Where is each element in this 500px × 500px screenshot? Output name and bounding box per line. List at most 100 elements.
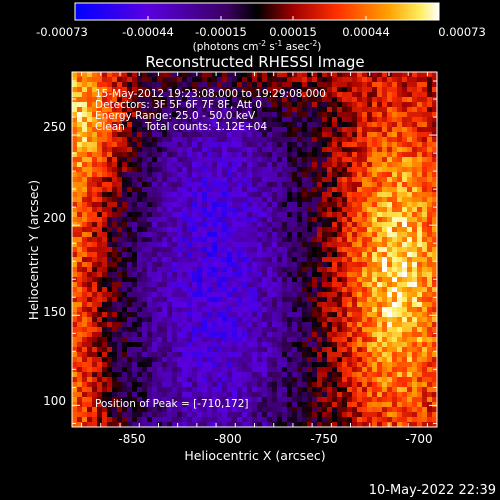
heatmap-cell bbox=[102, 72, 108, 78]
heatmap-cell bbox=[152, 387, 158, 393]
heatmap-cell bbox=[262, 257, 268, 263]
heatmap-cell bbox=[222, 352, 228, 358]
heatmap-cell bbox=[357, 157, 363, 163]
heatmap-cell bbox=[137, 317, 143, 323]
heatmap-cell bbox=[332, 97, 338, 103]
heatmap-cell bbox=[367, 322, 373, 328]
heatmap-cell bbox=[142, 222, 148, 228]
heatmap-cell bbox=[77, 142, 83, 148]
heatmap-cell bbox=[107, 252, 113, 258]
heatmap-cell bbox=[387, 167, 393, 173]
heatmap-cell bbox=[207, 332, 213, 338]
heatmap-cell bbox=[362, 142, 368, 148]
heatmap-cell bbox=[247, 132, 253, 138]
heatmap-cell bbox=[357, 187, 363, 193]
heatmap-cell bbox=[317, 402, 323, 408]
heatmap-cell bbox=[367, 197, 373, 203]
heatmap-cell bbox=[292, 402, 298, 408]
heatmap-cell bbox=[107, 92, 113, 98]
heatmap-cell bbox=[322, 112, 328, 118]
heatmap-cell bbox=[72, 332, 78, 338]
heatmap-cell bbox=[297, 237, 303, 243]
heatmap-cell bbox=[352, 317, 358, 323]
heatmap-cell bbox=[242, 192, 248, 198]
heatmap-cell bbox=[122, 127, 128, 133]
heatmap-cell bbox=[122, 297, 128, 303]
heatmap-cell bbox=[202, 187, 208, 193]
heatmap-cell bbox=[317, 172, 323, 178]
heatmap-cell bbox=[152, 247, 158, 253]
heatmap-cell bbox=[282, 352, 288, 358]
heatmap-cell bbox=[257, 337, 263, 343]
heatmap-cell bbox=[322, 387, 328, 393]
heatmap-cell bbox=[307, 292, 313, 298]
heatmap-cell bbox=[137, 372, 143, 378]
heatmap-cell bbox=[117, 137, 123, 143]
heatmap-cell bbox=[97, 107, 103, 113]
heatmap-cell bbox=[317, 237, 323, 243]
heatmap-cell bbox=[137, 117, 143, 123]
heatmap-cell bbox=[327, 247, 333, 253]
heatmap-cell bbox=[252, 212, 258, 218]
heatmap-cell bbox=[177, 237, 183, 243]
heatmap-cell bbox=[147, 172, 153, 178]
heatmap-cell bbox=[347, 122, 353, 128]
heatmap-cell bbox=[372, 127, 378, 133]
heatmap-cell bbox=[242, 222, 248, 228]
heatmap-cell bbox=[102, 267, 108, 273]
heatmap-cell bbox=[167, 342, 173, 348]
heatmap-cell bbox=[422, 207, 428, 213]
heatmap-cell bbox=[172, 277, 178, 283]
heatmap-cell bbox=[212, 162, 218, 168]
heatmap-cell bbox=[407, 397, 413, 403]
heatmap-cell bbox=[157, 197, 163, 203]
heatmap-cell bbox=[197, 362, 203, 368]
heatmap-cell bbox=[182, 307, 188, 313]
heatmap-cell bbox=[317, 362, 323, 368]
heatmap-cell bbox=[142, 372, 148, 378]
heatmap-cell bbox=[107, 277, 113, 283]
heatmap-cell bbox=[272, 137, 278, 143]
heatmap-cell bbox=[322, 282, 328, 288]
heatmap-cell bbox=[122, 212, 128, 218]
heatmap-cell bbox=[147, 317, 153, 323]
heatmap-cell bbox=[77, 147, 83, 153]
heatmap-cell bbox=[212, 187, 218, 193]
heatmap-cell bbox=[167, 177, 173, 183]
heatmap-cell bbox=[162, 287, 168, 293]
heatmap-cell bbox=[277, 292, 283, 298]
heatmap-cell bbox=[367, 217, 373, 223]
heatmap-cell bbox=[187, 337, 193, 343]
heatmap-cell bbox=[227, 202, 233, 208]
heatmap-cell bbox=[402, 152, 408, 158]
heatmap-cell bbox=[432, 102, 437, 108]
heatmap-cell bbox=[272, 102, 278, 108]
heatmap-cell bbox=[432, 142, 437, 148]
heatmap-cell bbox=[302, 192, 308, 198]
heatmap-cell bbox=[192, 312, 198, 318]
heatmap-cell bbox=[362, 242, 368, 248]
heatmap-cell bbox=[172, 397, 178, 403]
heatmap-cell bbox=[387, 267, 393, 273]
heatmap-cell bbox=[412, 332, 418, 338]
heatmap-cell bbox=[87, 72, 93, 78]
heatmap-cell bbox=[142, 122, 148, 128]
heatmap-cell bbox=[162, 267, 168, 273]
heatmap-cell bbox=[77, 72, 83, 78]
heatmap-cell bbox=[307, 387, 313, 393]
heatmap-cell bbox=[252, 272, 258, 278]
heatmap-cell bbox=[382, 207, 388, 213]
heatmap-cell bbox=[172, 207, 178, 213]
heatmap-cell bbox=[172, 412, 178, 418]
heatmap-cell bbox=[142, 82, 148, 88]
heatmap-cell bbox=[327, 137, 333, 143]
heatmap-cell bbox=[347, 207, 353, 213]
heatmap-cell bbox=[157, 287, 163, 293]
heatmap-cell bbox=[332, 182, 338, 188]
heatmap-cell bbox=[257, 327, 263, 333]
heatmap-cell bbox=[232, 222, 238, 228]
heatmap-cell bbox=[282, 227, 288, 233]
heatmap-cell bbox=[362, 132, 368, 138]
heatmap-cell bbox=[162, 352, 168, 358]
heatmap-cell bbox=[182, 252, 188, 258]
